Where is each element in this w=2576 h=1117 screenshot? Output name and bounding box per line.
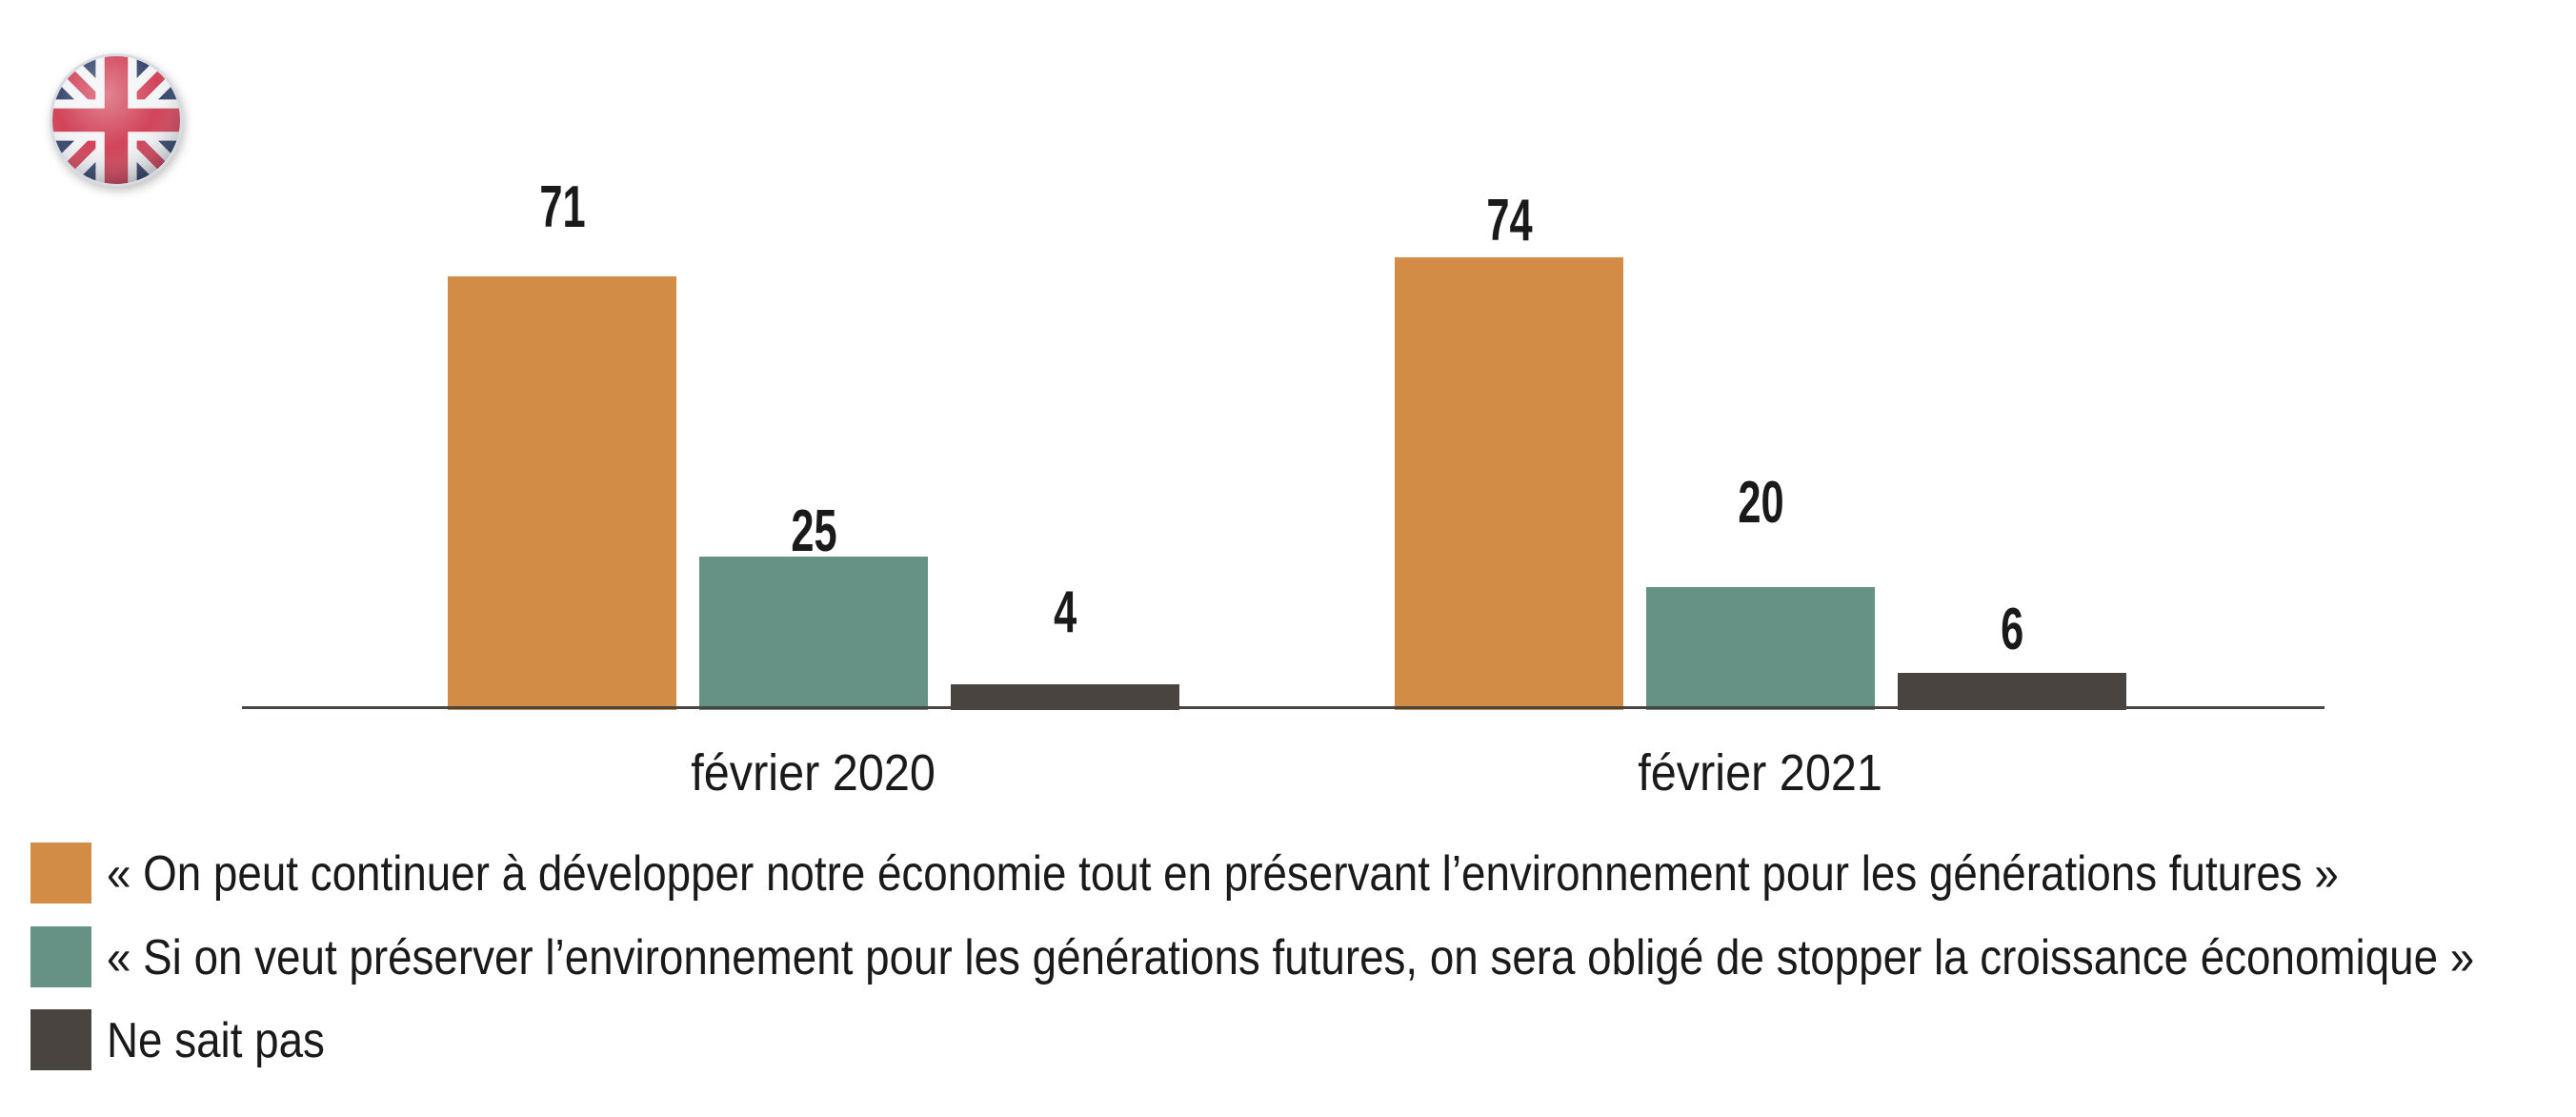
bar-group2-series2: [1646, 587, 1875, 710]
value-label: 4: [1053, 579, 1077, 645]
value-label: 20: [1737, 470, 1784, 536]
uk-flag-svg: [50, 53, 183, 187]
legend-label: « Si on veut préserver l’environnement p…: [107, 930, 2475, 985]
value-label: 25: [790, 498, 837, 564]
value-label: 6: [2000, 597, 2024, 662]
bar-group2-series1: [1395, 257, 1623, 710]
legend-label: Ne sait pas: [107, 1013, 325, 1068]
value-label: 74: [1485, 188, 1533, 254]
value-label: 71: [538, 174, 586, 240]
bar-group1-series2: [699, 557, 928, 710]
bar-group2-series3: [1898, 673, 2126, 710]
bar-group1-series1: [448, 276, 676, 710]
uk-flag-icon[interactable]: [48, 51, 185, 189]
legend-swatch: [30, 926, 91, 987]
x-axis-line: [242, 706, 2324, 709]
legend-swatch: [30, 843, 91, 904]
bar-group1-series3: [951, 684, 1179, 710]
legend-swatch: [30, 1009, 91, 1070]
category-label: février 2021: [1638, 744, 1883, 802]
legend-label: « On peut continuer à développer notre é…: [107, 846, 2339, 902]
category-label: février 2020: [691, 744, 936, 802]
